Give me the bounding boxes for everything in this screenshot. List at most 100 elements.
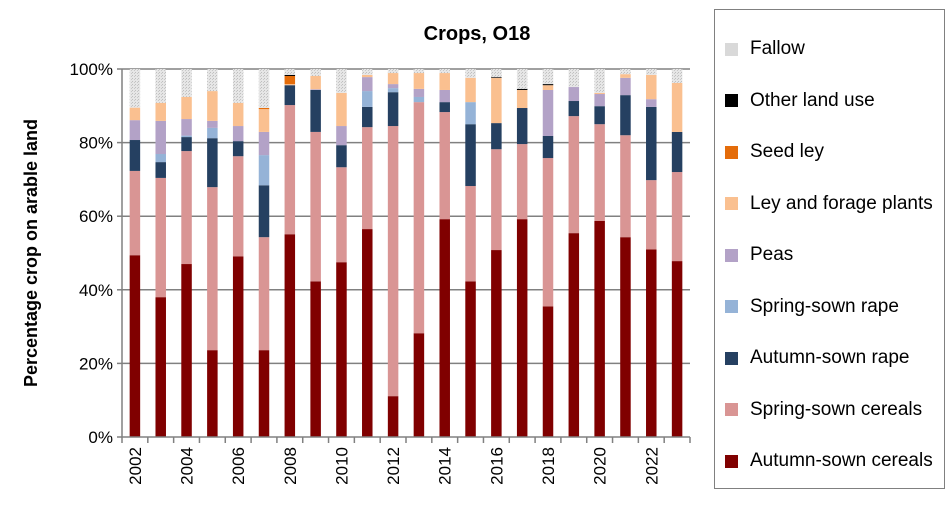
legend: Fallow Other land use Seed ley Ley and fora… (714, 9, 945, 489)
x-tick-label: 2008 (281, 447, 300, 485)
bar-segment-fallow-2020 (594, 69, 605, 93)
bar-stack-2019 (568, 69, 580, 437)
bar-segment-autumn-sown-rape-2017 (516, 108, 528, 145)
y-tick-label: 80% (79, 134, 113, 153)
bar-segment-spring-sown-cereals-2022 (646, 180, 657, 250)
bar-segment-ley-and-forage-plants-2018 (542, 85, 554, 90)
bar-segment-spring-sown-cereals-2015 (465, 186, 476, 282)
bar-segment-ley-and-forage-plants-2004 (181, 96, 192, 120)
bar-segment-ley-and-forage-plants-2010 (336, 92, 347, 127)
bar-segment-ley-and-forage-plants-2007 (258, 109, 270, 132)
bar-segment-autumn-sown-cereals-2011 (362, 229, 373, 437)
bar-stack-2006 (232, 69, 244, 437)
bar-segment-autumn-sown-cereals-2019 (568, 233, 580, 437)
bar-segment-autumn-sown-rape-2010 (336, 145, 347, 168)
bar-segment-ley-and-forage-plants-2012 (387, 73, 399, 85)
bar-segment-spring-sown-cereals-2013 (413, 102, 425, 334)
bar-segment-fallow-2014 (439, 69, 450, 74)
bar-segment-autumn-sown-rape-2004 (181, 137, 192, 152)
bar-segment-other-land-use-2008 (284, 74, 296, 76)
bar-segment-spring-sown-rape-2015 (465, 102, 476, 125)
bar-segment-spring-sown-rape-2012 (387, 88, 399, 93)
bar-segment-autumn-sown-cereals-2008 (284, 234, 296, 437)
legend-item-peas: Peas (725, 243, 793, 267)
bar-segment-ley-and-forage-plants-2002 (129, 107, 141, 121)
x-tick-label: 2014 (436, 447, 455, 485)
bar-segment-autumn-sown-rape-2014 (439, 102, 450, 113)
y-tick-label: 60% (79, 207, 113, 226)
bar-segment-autumn-sown-cereals-2018 (542, 306, 554, 437)
bar-segment-spring-sown-rape-2004 (181, 135, 192, 138)
legend-item-fallow: Fallow (725, 37, 805, 61)
legend-swatch (725, 197, 738, 210)
legend-label: Peas (750, 244, 794, 265)
bar-segment-autumn-sown-cereals-2009 (310, 281, 321, 437)
bar-segment-spring-sown-cereals-2019 (568, 116, 580, 234)
bar-segment-peas-2010 (336, 126, 347, 146)
bar-segment-autumn-sown-cereals-2021 (620, 237, 631, 437)
bar-segment-autumn-sown-cereals-2012 (387, 396, 399, 437)
bar-segment-autumn-sown-cereals-2003 (155, 297, 166, 437)
bar-stack-2022 (646, 69, 657, 437)
bar-stack-2023 (671, 69, 683, 437)
bar-segment-autumn-sown-rape-2002 (129, 140, 141, 171)
legend-label: Spring-sown rape (750, 295, 899, 317)
bar-segment-peas-2018 (542, 89, 554, 136)
bar-segment-ley-and-forage-plants-2015 (465, 77, 476, 103)
bar-segment-ley-and-forage-plants-2017 (516, 89, 528, 109)
bar-segment-autumn-sown-rape-2011 (362, 106, 373, 128)
bar-segment-other-land-use-2016 (491, 77, 502, 78)
bar-segment-ley-and-forage-plants-2013 (413, 73, 425, 89)
bar-segment-peas-2002 (129, 120, 141, 141)
bar-segment-autumn-sown-cereals-2010 (336, 262, 347, 437)
bar-segment-peas-2020 (594, 94, 605, 107)
bar-segment-fallow-2023 (671, 69, 683, 83)
bar-segment-fallow-2006 (232, 69, 244, 103)
bar-segment-spring-sown-cereals-2023 (671, 172, 683, 262)
legend-swatch (725, 351, 738, 365)
legend-label: Autumn-sown rape (750, 347, 910, 368)
x-tick-label: 2020 (591, 447, 610, 485)
x-tick-label: 2018 (539, 447, 558, 485)
bar-segment-spring-sown-cereals-2014 (439, 112, 450, 220)
legend-label: Spring-sown cereals (750, 398, 923, 420)
bar-stack-2009 (310, 69, 321, 437)
x-tick-label: 2016 (487, 447, 506, 485)
bar-segment-autumn-sown-cereals-2015 (465, 281, 476, 437)
bar-stack-2005 (207, 69, 218, 437)
bar-segment-seed-ley-2008 (284, 75, 296, 85)
bar-segment-spring-sown-cereals-2005 (207, 187, 218, 351)
y-tick-label: 40% (79, 281, 113, 300)
bar-stack-2002 (129, 69, 141, 437)
bar-segment-peas-2009 (310, 89, 321, 90)
bar-segment-autumn-sown-cereals-2023 (671, 261, 683, 437)
legend-swatch (725, 248, 738, 262)
bar-segment-fallow-2002 (129, 69, 141, 108)
legend-item-autumn-sown-rape: Autumn-sown rape (725, 346, 909, 370)
bar-segment-peas-2007 (258, 131, 270, 156)
bar-segment-spring-sown-cereals-2002 (129, 170, 141, 256)
bar-segment-ley-and-forage-plants-2005 (207, 91, 218, 121)
bar-segment-spring-sown-rape-2013 (413, 96, 425, 103)
bar-segment-autumn-sown-cereals-2020 (594, 220, 605, 437)
bar-segment-autumn-sown-rape-2023 (671, 131, 683, 173)
bar-segment-autumn-sown-cereals-2016 (491, 250, 502, 437)
bar-segment-spring-sown-rape-2005 (207, 127, 218, 139)
bar-segment-fallow-2007 (258, 69, 270, 109)
legend-swatch (725, 454, 738, 468)
legend-item-autumn-sown-cereals: Autumn-sown cereals (725, 449, 933, 473)
bar-segment-spring-sown-cereals-2004 (181, 151, 192, 265)
bar-segment-ley-and-forage-plants-2021 (620, 74, 631, 78)
bar-segment-fallow-2017 (516, 69, 528, 89)
bar-segment-autumn-sown-cereals-2007 (258, 350, 270, 437)
bar-stack-2018 (542, 69, 554, 437)
x-tick-label: 2010 (332, 447, 351, 485)
bar-segment-autumn-sown-rape-2018 (542, 135, 554, 159)
bar-segment-fallow-2013 (413, 69, 425, 74)
bar-stack-2013 (413, 69, 425, 437)
bar-segment-autumn-sown-rape-2015 (465, 124, 476, 187)
bar-segment-spring-sown-cereals-2011 (362, 127, 373, 230)
bar-segment-autumn-sown-cereals-2005 (207, 350, 218, 437)
